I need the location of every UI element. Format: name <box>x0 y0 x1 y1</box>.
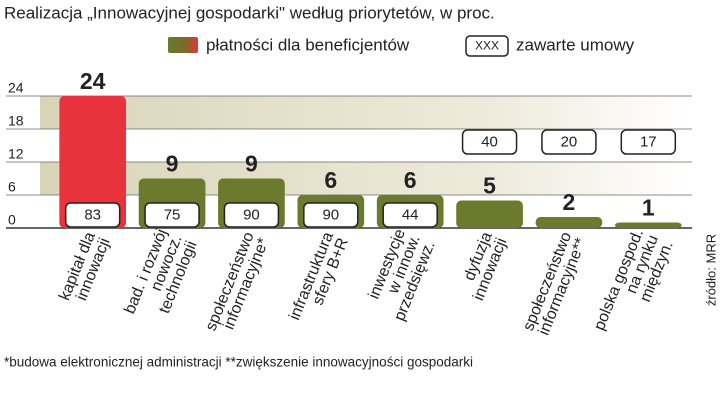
contract-box <box>620 129 677 155</box>
value-label: 5 <box>483 173 496 199</box>
bar <box>456 200 523 228</box>
value-label: 1 <box>642 195 655 221</box>
y-tick-label: 18 <box>8 113 24 129</box>
contract-box <box>223 202 280 228</box>
bar <box>59 96 127 228</box>
legend-label: zawarte umowy <box>516 35 635 54</box>
contract-label: 17 <box>640 133 657 150</box>
contract-label: 75 <box>164 206 181 223</box>
footnote: *budowa elektronicznej administracji **z… <box>4 355 473 370</box>
contract-box <box>64 202 121 228</box>
contract-label: 90 <box>243 206 260 223</box>
bar <box>614 222 682 228</box>
value-label: 6 <box>324 167 337 193</box>
y-tick-label: 0 <box>8 212 16 228</box>
legend-label: płatności dla beneficjentów <box>206 35 410 54</box>
grid-band <box>40 96 688 129</box>
contract-box <box>303 202 359 228</box>
legend-box-text: XXX <box>475 39 499 53</box>
y-tick-label: 6 <box>8 179 16 195</box>
contract-box <box>382 202 438 228</box>
source: źródło: MRR <box>703 234 718 306</box>
contract-label: 20 <box>561 133 578 150</box>
value-label: 24 <box>80 68 106 94</box>
contract-label: 83 <box>84 206 101 223</box>
value-label: 9 <box>166 151 179 177</box>
grid-band <box>40 162 688 195</box>
contract-label: 40 <box>481 133 498 150</box>
contract-box <box>461 129 518 155</box>
value-label: 2 <box>563 189 576 215</box>
chart-title: Realizacja „Innowacyjnej gospodarki" wed… <box>4 3 495 22</box>
contract-label: 90 <box>322 206 339 223</box>
legend-box <box>465 35 509 57</box>
contract-label: 44 <box>402 206 419 223</box>
y-tick-label: 24 <box>8 80 24 96</box>
bar <box>535 217 603 228</box>
contract-box <box>541 129 597 155</box>
y-tick-label: 12 <box>8 146 24 162</box>
legend-swatch <box>168 37 198 53</box>
value-label: 6 <box>404 167 417 193</box>
contract-box <box>144 202 200 228</box>
value-label: 9 <box>245 151 258 177</box>
